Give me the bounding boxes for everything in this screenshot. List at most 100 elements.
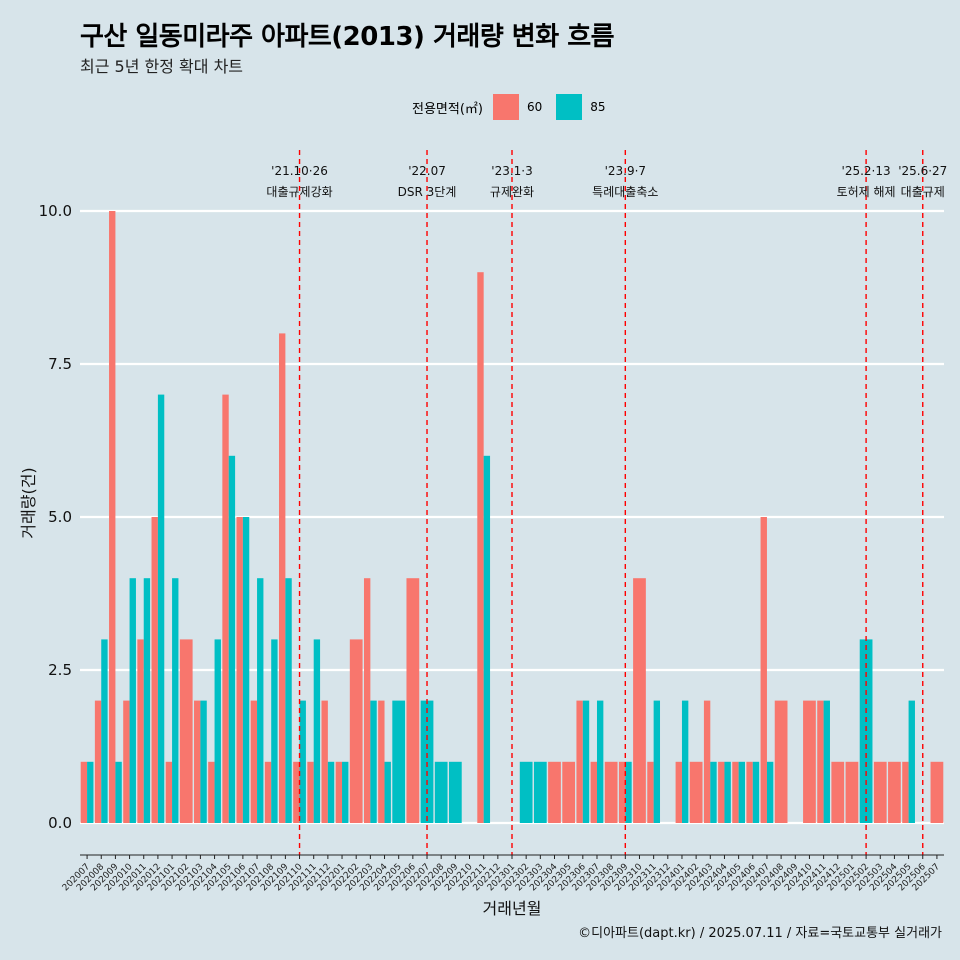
bar-60: [179, 639, 193, 823]
bar-85: [766, 761, 774, 823]
event-date: '25.2·13: [842, 164, 891, 178]
event-label: 특례대출축소: [592, 185, 658, 199]
bar-85: [313, 639, 321, 823]
bar-60: [548, 761, 561, 823]
bar-60: [633, 578, 646, 823]
y-tick-label: 2.5: [48, 661, 72, 679]
event-date: '21.10·26: [271, 164, 328, 178]
bar-60: [689, 761, 703, 823]
bar-60: [335, 761, 343, 823]
bar-60: [321, 700, 328, 823]
bar-85: [242, 517, 250, 823]
bar-85: [823, 700, 830, 823]
bar-60: [151, 517, 158, 823]
bar-60: [618, 761, 626, 823]
bar-85: [257, 578, 264, 823]
bar-85: [859, 639, 873, 823]
event-date: '23.9·7: [605, 164, 646, 178]
bar-85: [101, 639, 108, 823]
event-date: '23.1·3: [491, 164, 532, 178]
legend-item-85: 85: [556, 94, 613, 120]
bar-60: [137, 639, 144, 823]
bar-85: [143, 578, 151, 823]
bar-60: [208, 761, 215, 823]
event-label: DSR 3단계: [398, 185, 457, 199]
bar-60: [732, 761, 739, 823]
bar-60: [647, 761, 654, 823]
legend-swatch-85: [556, 94, 583, 120]
y-tick-label: 7.5: [48, 355, 72, 373]
event-label: 대출규제강화: [266, 185, 332, 199]
source-caption: ©디아파트(dapt.kr) / 2025.07.11 / 자료=국토교통부 실…: [578, 926, 942, 941]
legend-item-60: 60: [492, 94, 550, 120]
bar-85: [384, 761, 391, 823]
bar-85: [582, 700, 590, 823]
bar-60: [123, 700, 130, 823]
bar-60: [760, 517, 767, 823]
chart-title: 구산 일동미라주 아파트(2013) 거래량 변화 흐름: [80, 22, 615, 52]
bar-85: [214, 639, 221, 823]
bar-60: [590, 761, 597, 823]
bar-60: [236, 517, 243, 823]
bar-60: [888, 761, 901, 823]
bar-60: [477, 272, 484, 823]
bar-85: [625, 761, 632, 823]
bar-60: [604, 761, 618, 823]
bar-85: [681, 700, 689, 823]
bar-60: [774, 700, 788, 823]
bar-60: [803, 700, 816, 823]
bar-85: [129, 578, 136, 823]
legend-label-85: 85: [590, 100, 606, 114]
bar-60: [831, 761, 845, 823]
bar-85: [342, 761, 349, 823]
y-tick-label: 10.0: [39, 202, 72, 220]
bar-60: [576, 700, 583, 823]
bar-85: [392, 700, 406, 823]
bar-60: [845, 761, 859, 823]
bar-85: [115, 761, 122, 823]
bar-60: [194, 700, 201, 823]
bar-60: [363, 578, 371, 823]
bar-85: [752, 761, 760, 823]
bar-60: [718, 761, 725, 823]
legend-swatch-60: [492, 94, 519, 120]
bar-60: [675, 761, 682, 823]
bar-85: [327, 761, 335, 823]
bar-60: [930, 761, 944, 823]
y-tick-label: 5.0: [48, 508, 72, 526]
event-date: '22.07: [408, 164, 446, 178]
bar-85: [519, 761, 533, 823]
event-date: '25.6·27: [898, 164, 947, 178]
bar-60: [94, 700, 102, 823]
bar-85: [653, 700, 661, 823]
bar-85: [533, 761, 547, 823]
event-label: 규제완화: [490, 185, 534, 199]
bar-60: [902, 761, 909, 823]
legend-label-60: 60: [526, 100, 543, 114]
bar-85: [596, 700, 604, 823]
bar-85: [299, 700, 306, 823]
bar-85: [200, 700, 207, 823]
bar-60: [873, 761, 887, 823]
bar-85: [87, 761, 94, 823]
bar-85: [738, 761, 745, 823]
bar-85: [228, 455, 236, 823]
bar-60: [406, 578, 420, 823]
bar-85: [448, 761, 462, 823]
bar-60: [279, 333, 286, 823]
bar-60: [80, 761, 88, 823]
bar-85: [285, 578, 292, 823]
event-label: 대출규제: [901, 185, 945, 199]
bar-60: [264, 761, 272, 823]
bar-85: [483, 455, 491, 823]
bar-60: [817, 700, 824, 823]
y-tick-label: 0.0: [48, 814, 72, 832]
legend: 전용면적(㎡) 60 85: [412, 93, 620, 121]
event-label: 토허제 해제: [837, 185, 896, 199]
bar-85: [271, 639, 278, 823]
bar-60: [349, 639, 363, 823]
bar-60: [307, 761, 314, 823]
bar-85: [420, 700, 434, 823]
bar-60: [250, 700, 258, 823]
y-axis-title: 거래량(건): [19, 467, 38, 538]
